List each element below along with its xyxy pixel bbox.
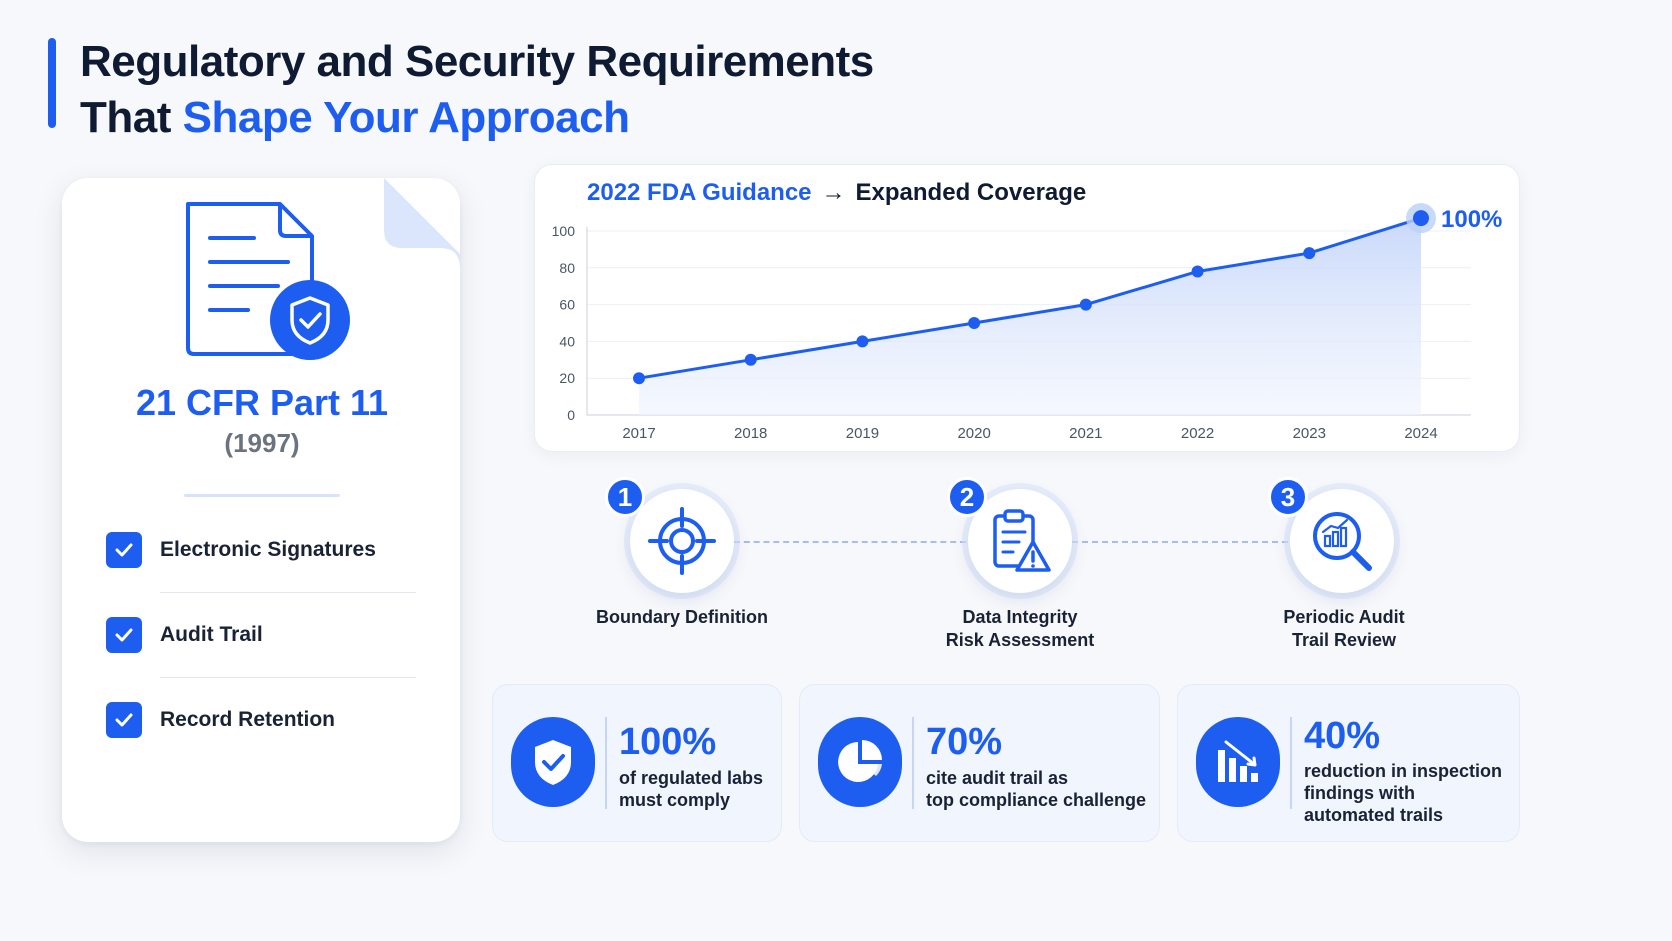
stat-desc-line: of regulated labs (619, 768, 764, 788)
data-point (633, 372, 645, 385)
x-tick-label: 2021 (1069, 425, 1102, 442)
step-label-line: Data Integrity (962, 607, 1078, 627)
series-line (638, 216, 1422, 380)
step-1-circle (630, 489, 734, 593)
requirement-item-audit-trail: Audit Trail (106, 615, 426, 655)
stat-card-audit-challenge: 70% cite audit trail as top compliance c… (799, 684, 1160, 842)
y-tick-label: 80 (559, 260, 575, 276)
step-1-number: 1 (605, 477, 645, 517)
stat-value: 40% (1304, 715, 1381, 757)
x-tick-label: 2017 (622, 425, 655, 442)
data-point (1413, 210, 1429, 227)
requirement-label: Electronic Signatures (160, 538, 376, 561)
magnifier-chart-icon (1313, 512, 1372, 571)
regulation-year: (1997) (224, 428, 300, 458)
y-tick-label: 100 (552, 223, 576, 239)
coverage-chart-card: 0 20 40 60 80 100 2017 2018 2019 2020 2021 2022 2023… (534, 164, 1520, 452)
requirement-label: Record Retention (160, 708, 336, 731)
title-accent-bar (48, 38, 56, 128)
heading-divider (184, 494, 340, 497)
item-divider (160, 677, 416, 678)
data-point (1303, 247, 1316, 260)
stat-description: of regulated labs must comply (619, 767, 763, 811)
y-tick-label: 40 (559, 333, 575, 349)
document-shield-icon (186, 202, 350, 360)
chart-title-coverage: Expanded Coverage (855, 179, 1087, 206)
stat-desc-line: reduction in inspection (1304, 761, 1503, 781)
data-point (1191, 265, 1204, 278)
requirement-item-electronic-signatures: Electronic Signatures (106, 530, 426, 570)
data-point (744, 353, 757, 366)
step-3-label: Periodic Audit Trail Review (1224, 606, 1464, 652)
stat-divider (1290, 717, 1292, 809)
regulation-heading: 21 CFR Part 11 (135, 382, 389, 423)
x-tick-label: 2019 (846, 425, 879, 442)
x-tick-label: 2018 (734, 425, 767, 442)
series-area (639, 218, 1421, 415)
step-connector (734, 541, 966, 543)
page-title-prefix: That (80, 93, 171, 142)
stat-card-compliance: 100% of regulated labs must comply (492, 684, 782, 842)
stat-description: reduction in inspection findings with au… (1304, 760, 1502, 826)
step-label-line: Periodic Audit (1283, 607, 1405, 627)
step-3-number: 3 (1268, 477, 1308, 517)
end-value-label: 100% (1441, 206, 1502, 233)
stat-desc-line: must comply (619, 790, 731, 810)
y-tick-label: 60 (559, 297, 575, 313)
pie-chart-icon (818, 717, 902, 807)
x-tick-label: 2020 (957, 425, 990, 442)
requirement-item-record-retention: Record Retention (106, 700, 426, 740)
step-2-number: 2 (947, 477, 987, 517)
y-tick-label: 20 (559, 370, 575, 386)
shield-check-icon (511, 717, 595, 807)
stat-divider (912, 717, 914, 809)
stat-description: cite audit trail as top compliance chall… (926, 767, 1146, 811)
data-point (968, 317, 981, 329)
x-tick-label: 2023 (1293, 425, 1326, 442)
page-title-line2: That Shape Your Approach (80, 90, 874, 146)
step-connector (1072, 541, 1288, 543)
requirement-label: Audit Trail (160, 623, 263, 646)
page-title-line1: Regulatory and Security Requirements (80, 37, 874, 86)
checkbox-checked-icon (106, 702, 142, 738)
step-label-line: Risk Assessment (945, 630, 1095, 650)
stat-divider (605, 717, 607, 809)
item-divider (160, 592, 416, 593)
stat-value: 70% (926, 721, 1003, 763)
step-1-label: Boundary Definition (562, 606, 802, 629)
chart-title-guidance: 2022 FDA Guidance (587, 179, 812, 206)
stat-card-findings-reduction: 40% reduction in inspection findings wit… (1177, 684, 1520, 842)
declining-bars-icon (1196, 717, 1280, 807)
step-label-line: Boundary Definition (596, 607, 768, 627)
chart-title: 2022 FDA Guidance → Expanded Coverage (587, 179, 1086, 207)
step-label-line: Trail Review (1291, 630, 1397, 650)
stat-desc-line: findings with (1304, 783, 1415, 803)
step-2-label: Data Integrity Risk Assessment (900, 606, 1140, 652)
step-2-circle (968, 489, 1072, 593)
data-point (1079, 298, 1092, 311)
clipboard-warning-icon (993, 509, 1051, 572)
stat-desc-line: top compliance challenge (926, 790, 1147, 810)
data-point (856, 335, 869, 348)
arrow-right-icon: → (821, 179, 846, 206)
x-tick-label: 2022 (1181, 425, 1214, 442)
checkbox-checked-icon (106, 617, 142, 653)
x-tick-label: 2024 (1404, 425, 1437, 442)
stat-desc-line: cite audit trail as (926, 768, 1069, 788)
page-title: Regulatory and Security Requirements Tha… (80, 34, 874, 146)
regulation-document-card: 21 CFR Part 11 (1997) Electronic Signatu… (62, 178, 460, 842)
coverage-area-chart: 0 20 40 60 80 100 2017 2018 2019 2020 2021 2022 2023… (552, 203, 1502, 442)
page-title-accent: Shape Your Approach (182, 93, 630, 142)
checkbox-checked-icon (106, 532, 142, 568)
stat-value: 100% (619, 721, 717, 763)
crosshair-target-icon (648, 507, 716, 575)
step-3-circle (1290, 489, 1394, 593)
y-tick-label: 0 (567, 407, 575, 423)
stat-desc-line: automated trails (1304, 805, 1444, 825)
